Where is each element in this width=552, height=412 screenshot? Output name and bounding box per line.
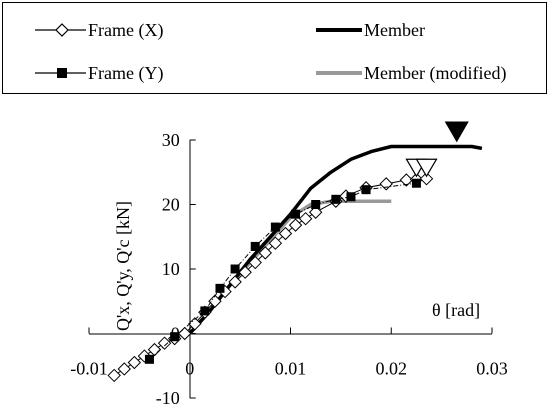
data-point-frame-y (361, 185, 371, 195)
legend-item-member: Member (316, 20, 425, 40)
y-tick-label: 30 (162, 130, 180, 150)
data-point-frame-x (288, 218, 303, 232)
data-point-frame-x (419, 171, 434, 186)
y-tick-label: -10 (156, 388, 180, 408)
data-point-frame-x (238, 265, 252, 279)
x-tick-label: 0.03 (476, 359, 508, 379)
data-point-frame-y (346, 192, 356, 202)
data-point-frame-x (127, 355, 142, 370)
data-point-frame-x (298, 211, 313, 226)
data-point-frame-y (250, 241, 260, 251)
legend-item-frame-y: Frame (Y) (35, 63, 163, 84)
data-point-frame-y (270, 222, 280, 232)
data-point-frame-x (157, 336, 172, 350)
x-axis-label: θ [rad] (432, 300, 480, 320)
x-tick-label: 0.01 (275, 359, 307, 379)
triangle-filled-icon (444, 121, 469, 143)
data-point-frame-y (215, 283, 225, 293)
series-layer (107, 144, 483, 383)
legend-label-member: Member (364, 20, 425, 40)
annotation-layer (405, 121, 469, 178)
data-point-frame-y (170, 332, 180, 342)
data-point-frame-x (208, 294, 222, 308)
data-point-frame-x (379, 177, 393, 191)
legend-item-member-modified: Member (modified) (316, 63, 506, 84)
data-point-frame-x (107, 368, 121, 383)
data-point-frame-y (411, 178, 421, 188)
data-point-frame-x (308, 205, 323, 219)
series-line-member-modified (188, 199, 392, 335)
x-tick-label: 0 (185, 359, 194, 379)
data-point-frame-x (117, 362, 131, 376)
legend: Frame (X) Member Frame (Y) Member (modif… (35, 20, 506, 84)
data-point-frame-x (188, 317, 202, 331)
diamond-open-icon (55, 23, 69, 37)
data-point-frame-y (230, 264, 240, 274)
data-point-frame-x (399, 173, 414, 187)
data-point-frame-y (291, 209, 301, 219)
data-point-frame-x (258, 246, 273, 260)
data-point-frame-x (268, 236, 283, 250)
data-point-frame-y (311, 200, 321, 209)
x-tick-label: 0.02 (376, 359, 408, 379)
data-point-frame-y (144, 354, 154, 364)
legend-label-frame-x: Frame (X) (88, 20, 163, 41)
y-tick-label: 20 (162, 195, 180, 215)
data-point-frame-x (228, 275, 242, 289)
data-point-frame-x (248, 255, 262, 270)
legend-item-frame-x: Frame (X) (35, 20, 163, 41)
triangle-open-icon (415, 158, 438, 178)
legend-label-member-modified: Member (modified) (364, 63, 506, 84)
square-filled-icon (57, 68, 67, 78)
data-point-frame-x (147, 342, 162, 357)
series-line-frame-x (113, 178, 427, 376)
y-axis-label: Q'x, Q'y, Q'c [kN] (113, 201, 133, 331)
x-tick-label: -0.01 (70, 359, 108, 379)
legend-label-frame-y: Frame (Y) (88, 63, 163, 84)
data-point-frame-x (278, 226, 293, 241)
data-point-frame-y (200, 306, 210, 316)
data-point-frame-y (331, 194, 341, 204)
legend-box (2, 2, 547, 94)
y-tick-label: 10 (162, 259, 180, 279)
